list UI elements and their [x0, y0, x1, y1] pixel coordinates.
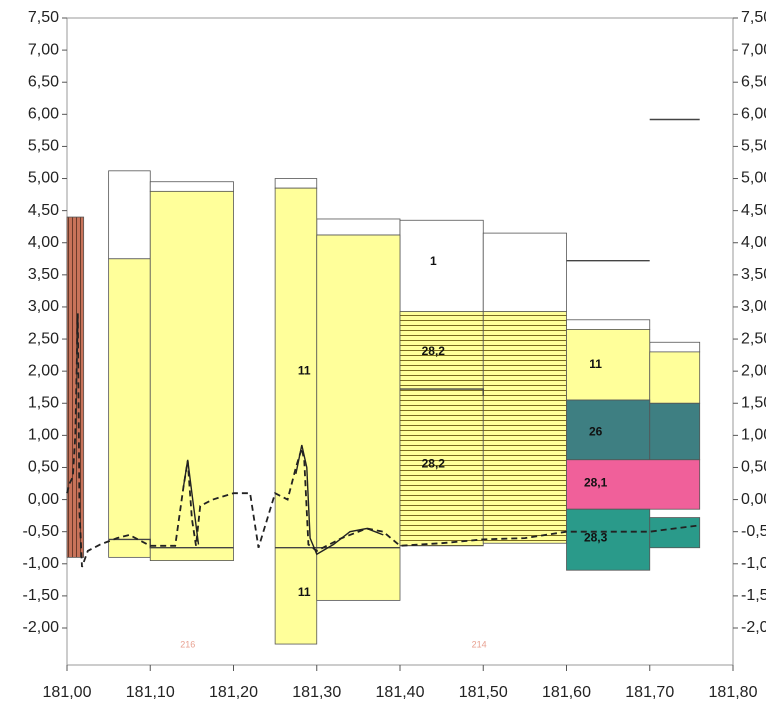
- line-profile-7: [295, 444, 384, 556]
- y-tick-label-left-7: 4,00: [28, 234, 59, 251]
- y-tick-label-right-15: 0,00: [741, 491, 766, 508]
- y-tick-label-right-8: 3,50: [741, 266, 766, 283]
- y-tick-label-left-16: -0,50: [23, 523, 60, 540]
- annotation-1-0: 1: [430, 254, 437, 268]
- layer-11-15: [566, 329, 651, 401]
- annotation-11-4: 11: [298, 585, 311, 599]
- layer-11-11: [274, 187, 318, 645]
- y-tick-label-right-14: 0,50: [741, 459, 766, 476]
- annotation-28-2-1: 28,2: [422, 344, 446, 358]
- y-tick-label-left-14: 0,50: [28, 459, 59, 476]
- y-tick-label-right-6: 4,50: [741, 202, 766, 219]
- y-tick-label-left-9: 3,00: [28, 298, 59, 315]
- layer-1-8: [649, 341, 701, 353]
- annotation-28-2-2: 28,2: [422, 456, 446, 470]
- x-tick-label-1: 181,10: [126, 684, 175, 701]
- x-tick-label-0: 181,00: [43, 684, 92, 701]
- x-tick-label-4: 181,40: [376, 684, 425, 701]
- layer-11-9: [108, 258, 151, 558]
- y-tick-label-right-13: 1,00: [741, 427, 766, 444]
- y-tick-label-left-4: 5,50: [28, 138, 59, 155]
- annotation-28-1-7: 28,1: [584, 476, 608, 490]
- layer-brown-0: [66, 216, 85, 558]
- layer-1-6: [482, 232, 567, 312]
- axes: 7,50 7,50 7,00 7,00 6,50 6,50 6,00 6,00 5,50 5,50…: [23, 9, 766, 701]
- y-tick-label-left-18: -1,50: [23, 587, 60, 604]
- layer-11-10: [149, 190, 234, 561]
- layer-26-18: [649, 402, 701, 461]
- x-tick-label-6: 181,60: [542, 684, 591, 701]
- x-tick-label-8: 181,80: [709, 684, 758, 701]
- x-tick-label-5: 181,50: [459, 684, 508, 701]
- annotation-28-3-8: 28,3: [584, 530, 608, 544]
- layer-28-3-20: [566, 508, 651, 571]
- y-tick-label-left-17: -1,00: [23, 555, 60, 572]
- y-tick-label-left-0: 7,50: [28, 9, 59, 26]
- y-tick-label-right-2: 6,50: [741, 73, 766, 90]
- layer-labels: 1 28,2 28,2 11 11 11 26 28,1 28,3 216 214: [180, 254, 607, 649]
- y-tick-label-left-3: 6,00: [28, 106, 59, 123]
- line-step-0: [108, 538, 234, 549]
- layer-28-2-14: [482, 311, 567, 544]
- y-tick-label-right-3: 6,00: [741, 106, 766, 123]
- y-tick-label-left-11: 2,00: [28, 362, 59, 379]
- lines: [66, 118, 700, 568]
- y-tick-label-right-4: 5,50: [741, 138, 766, 155]
- y-tick-label-left-8: 3,50: [28, 266, 59, 283]
- layer-11-16: [649, 351, 701, 404]
- layers: [66, 170, 701, 645]
- y-tick-label-right-10: 2,50: [741, 330, 766, 347]
- y-tick-label-left-6: 4,50: [28, 202, 59, 219]
- y-tick-label-left-1: 7,00: [28, 41, 59, 58]
- faint-label-1: 214: [472, 639, 487, 649]
- layer-28-1-19: [566, 459, 701, 510]
- annotation-11-5: 11: [589, 357, 602, 371]
- layer-1-3: [274, 178, 318, 189]
- y-tick-label-left-2: 6,50: [28, 73, 59, 90]
- y-tick-label-right-7: 4,00: [741, 234, 766, 251]
- y-tick-label-right-5: 5,00: [741, 170, 766, 187]
- layer-1-1: [108, 170, 151, 260]
- layer-28-2-13: [399, 311, 484, 547]
- y-tick-label-left-5: 5,00: [28, 170, 59, 187]
- y-tick-label-left-19: -2,00: [23, 619, 60, 636]
- y-tick-label-right-16: -0,50: [741, 523, 766, 540]
- y-tick-label-left-13: 1,00: [28, 427, 59, 444]
- line-profile-5: [66, 313, 700, 568]
- x-tick-label-2: 181,20: [209, 684, 258, 701]
- layer-1-5: [399, 219, 484, 312]
- y-tick-label-right-12: 1,50: [741, 394, 766, 411]
- y-tick-label-right-18: -1,50: [741, 587, 766, 604]
- layer-26-17: [566, 399, 651, 461]
- layer-1-2: [149, 181, 234, 192]
- y-tick-label-right-19: -2,00: [741, 619, 766, 636]
- line-profile-6: [182, 459, 200, 545]
- x-tick-label-7: 181,70: [625, 684, 674, 701]
- faint-label-0: 216: [180, 639, 195, 649]
- annotation-11-3: 11: [298, 363, 311, 377]
- y-tick-label-left-12: 1,50: [28, 394, 59, 411]
- layer-28-3-21: [649, 517, 701, 549]
- y-tick-label-left-10: 2,50: [28, 330, 59, 347]
- y-tick-label-right-9: 3,00: [741, 298, 766, 315]
- y-tick-label-right-17: -1,00: [741, 555, 766, 572]
- annotation-26-6: 26: [589, 424, 603, 438]
- y-tick-label-left-15: 0,00: [28, 491, 59, 508]
- y-tick-label-right-0: 7,50: [741, 9, 766, 26]
- layer-11-12: [316, 234, 401, 601]
- layer-1-4: [316, 218, 401, 236]
- y-tick-label-right-11: 2,00: [741, 362, 766, 379]
- layer-1-7: [566, 319, 651, 330]
- line-step-2: [400, 388, 484, 396]
- x-tick-label-3: 181,30: [292, 684, 341, 701]
- y-tick-label-right-1: 7,00: [741, 41, 766, 58]
